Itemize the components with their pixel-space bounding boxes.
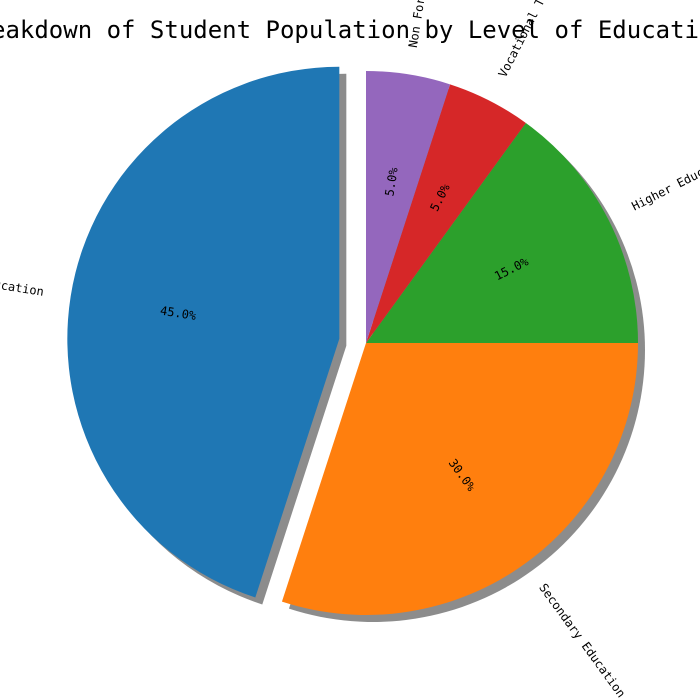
slice-non-formal-education	[366, 71, 451, 343]
chart-title: Breakdown of Student Population by Level…	[0, 16, 700, 44]
percent-label-non-formal-education: 5.0%	[382, 166, 400, 197]
pie-slices	[67, 66, 638, 615]
category-label-primary-education: Primary Education	[0, 266, 45, 299]
percent-label-primary-education: 45.0%	[159, 304, 198, 324]
slice-primary-education	[67, 66, 340, 598]
slice-secondary-education	[281, 343, 638, 615]
category-label-secondary-education: Secondary Education	[536, 581, 628, 700]
category-label-higher-education: Higher Education	[629, 148, 700, 213]
slice-vocational-training	[366, 84, 526, 344]
slice-higher-education	[366, 122, 638, 343]
